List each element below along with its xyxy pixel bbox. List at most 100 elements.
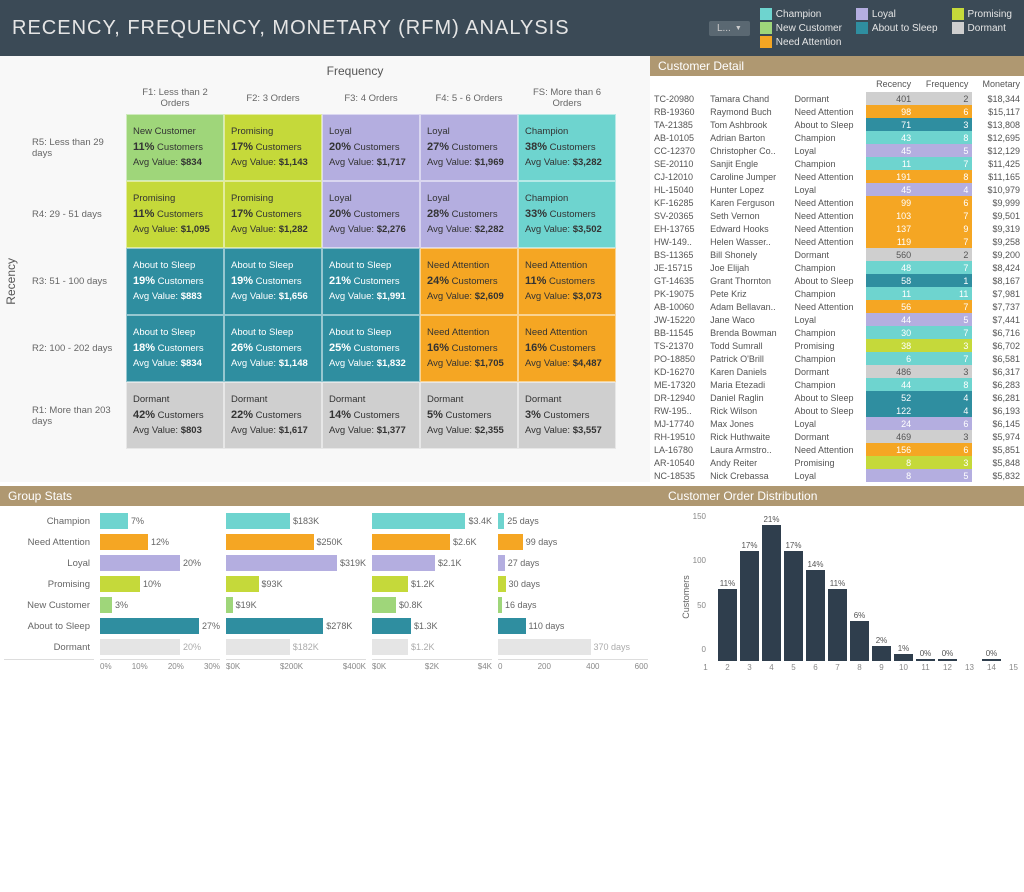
matrix-cell[interactable]: Loyal27% CustomersAvg Value: $1,969 (420, 114, 518, 181)
matrix-cell[interactable]: Champion38% CustomersAvg Value: $3,282 (518, 114, 616, 181)
table-row[interactable]: CC-12370Christopher Co..Loyal455$12,129 (650, 144, 1024, 157)
segment-legend: Champion Loyal Promising New Customer About … (760, 8, 1012, 48)
group-stats-panel: Group Stats Champion 7% $183K $3.4K 25 d… (0, 486, 660, 678)
matrix-cell[interactable]: About to Sleep19% CustomersAvg Value: $8… (126, 248, 224, 315)
group-stats-title: Group Stats (0, 486, 660, 506)
rfm-matrix: F1: Less than 2 OrdersF2: 3 OrdersF3: 4 … (4, 82, 646, 449)
legend-item[interactable]: Champion (760, 8, 842, 20)
table-row[interactable]: TC-20980Tamara ChandDormant4012$18,344 (650, 92, 1024, 105)
table-row[interactable]: AR-10540Andy ReiterPromising83$5,848 (650, 456, 1024, 469)
table-row[interactable]: SE-20110Sanjit EngleChampion117$11,425 (650, 157, 1024, 170)
matrix-cell[interactable]: Dormant5% CustomersAvg Value: $2,355 (420, 382, 518, 449)
table-row[interactable]: PO-18850Patrick O'BrillChampion67$6,581 (650, 352, 1024, 365)
histogram-bar[interactable]: 1%10 (894, 644, 913, 672)
histogram-bar[interactable]: 11%2 (718, 579, 737, 672)
matrix-cell[interactable]: Dormant42% CustomersAvg Value: $803 (126, 382, 224, 449)
matrix-cell[interactable]: Need Attention16% CustomersAvg Value: $1… (420, 315, 518, 382)
table-row[interactable]: TS-21370Todd SumrallPromising383$6,702 (650, 339, 1024, 352)
table-row[interactable]: AB-10105Adrian BartonChampion438$12,695 (650, 131, 1024, 144)
table-row[interactable]: MJ-17740Max JonesLoyal246$6,145 (650, 417, 1024, 430)
filter-dropdown[interactable]: L... (709, 21, 750, 36)
histogram-bar[interactable]: 2%9 (872, 636, 891, 672)
histogram-bar[interactable]: 1 (696, 660, 715, 672)
table-row[interactable]: GT-14635Grant ThorntonAbout to Sleep581$… (650, 274, 1024, 287)
histogram-bar[interactable]: 21%4 (762, 515, 781, 672)
matrix-cell[interactable]: About to Sleep25% CustomersAvg Value: $1… (322, 315, 420, 382)
matrix-cell[interactable]: Champion33% CustomersAvg Value: $3,502 (518, 181, 616, 248)
table-row[interactable]: LA-16780Laura Armstro..Need Attention156… (650, 443, 1024, 456)
matrix-cell[interactable]: About to Sleep18% CustomersAvg Value: $8… (126, 315, 224, 382)
histogram-bar[interactable]: 15 (1004, 660, 1023, 672)
matrix-cell[interactable]: About to Sleep21% CustomersAvg Value: $1… (322, 248, 420, 315)
matrix-cell[interactable]: Dormant22% CustomersAvg Value: $1,617 (224, 382, 322, 449)
legend-item[interactable]: Promising (952, 8, 1012, 20)
matrix-cell[interactable]: Need Attention11% CustomersAvg Value: $3… (518, 248, 616, 315)
order-distribution-histogram: Customers 150100500111%217%321%417%514%6… (668, 512, 1016, 672)
legend-item[interactable]: About to Sleep (856, 22, 938, 34)
matrix-cell[interactable]: About to Sleep26% CustomersAvg Value: $1… (224, 315, 322, 382)
matrix-row-header: R5: Less than 29 days (26, 114, 126, 181)
matrix-cell[interactable]: Loyal28% CustomersAvg Value: $2,282 (420, 181, 518, 248)
matrix-cell[interactable]: Loyal20% CustomersAvg Value: $2,276 (322, 181, 420, 248)
histogram-bar[interactable]: 0%12 (938, 649, 957, 672)
recency-axis-title: Recency (4, 258, 26, 305)
group-stats-row[interactable]: New Customer 3% $19K $0.8K 16 days (4, 596, 656, 614)
table-row[interactable]: KD-16270Karen DanielsDormant4863$6,317 (650, 365, 1024, 378)
histogram-bar[interactable]: 0%11 (916, 649, 935, 672)
histogram-bar[interactable]: 11%7 (828, 579, 847, 672)
table-row[interactable]: TA-21385Tom AshbrookAbout to Sleep713$13… (650, 118, 1024, 131)
matrix-cell[interactable]: Promising11% CustomersAvg Value: $1,095 (126, 181, 224, 248)
matrix-cell[interactable]: Dormant3% CustomersAvg Value: $3,557 (518, 382, 616, 449)
table-row[interactable]: PK-19075Pete KrizChampion1111$7,981 (650, 287, 1024, 300)
matrix-cell[interactable]: Need Attention16% CustomersAvg Value: $4… (518, 315, 616, 382)
legend-item[interactable]: New Customer (760, 22, 842, 34)
table-row[interactable]: HW-149..Helen Wasser..Need Attention1197… (650, 235, 1024, 248)
matrix-cell[interactable]: Need Attention24% CustomersAvg Value: $2… (420, 248, 518, 315)
table-row[interactable]: BB-11545Brenda BowmanChampion307$6,716 (650, 326, 1024, 339)
group-stats-chart: Champion 7% $183K $3.4K 25 days Need Atte… (0, 506, 660, 677)
table-row[interactable]: ME-17320Maria EtezadiChampion448$6,283 (650, 378, 1024, 391)
matrix-col-header: FS: More than 6 Orders (518, 82, 616, 114)
table-row[interactable]: DR-12940Daniel RaglinAbout to Sleep524$6… (650, 391, 1024, 404)
matrix-cell[interactable]: Promising17% CustomersAvg Value: $1,282 (224, 181, 322, 248)
matrix-col-header: F2: 3 Orders (224, 82, 322, 114)
table-row[interactable]: CJ-12010Caroline JumperNeed Attention191… (650, 170, 1024, 183)
table-row[interactable]: JW-15220Jane WacoLoyal445$7,441 (650, 313, 1024, 326)
matrix-col-header: F1: Less than 2 Orders (126, 82, 224, 114)
matrix-cell[interactable]: New Customer11% CustomersAvg Value: $834 (126, 114, 224, 181)
histogram-bar[interactable]: 14%6 (806, 560, 825, 672)
group-stats-row[interactable]: Loyal 20% $319K $2.1K 27 days (4, 554, 656, 572)
legend-item[interactable]: Dormant (952, 22, 1012, 34)
legend-item[interactable]: Loyal (856, 8, 938, 20)
group-stats-row[interactable]: Champion 7% $183K $3.4K 25 days (4, 512, 656, 530)
table-row[interactable]: HL-15040Hunter LopezLoyal454$10,979 (650, 183, 1024, 196)
table-row[interactable]: KF-16285Karen FergusonNeed Attention996$… (650, 196, 1024, 209)
group-stats-row[interactable]: Promising 10% $93K $1.2K 30 days (4, 575, 656, 593)
histogram-title: Customer Order Distribution (660, 486, 1024, 506)
matrix-col-header: F4: 5 - 6 Orders (420, 82, 518, 114)
table-row[interactable]: AB-10060Adam Bellavan..Need Attention567… (650, 300, 1024, 313)
group-stats-row[interactable]: Dormant 20% $182K $1.2K 370 days (4, 638, 656, 656)
table-row[interactable]: JE-15715Joe ElijahChampion487$8,424 (650, 261, 1024, 274)
table-row[interactable]: SV-20365Seth VernonNeed Attention1037$9,… (650, 209, 1024, 222)
table-row[interactable]: RH-19510Rick HuthwaiteDormant4693$5,974 (650, 430, 1024, 443)
histogram-bar[interactable]: 13 (960, 660, 979, 672)
table-row[interactable]: EH-13765Edward HooksNeed Attention1379$9… (650, 222, 1024, 235)
rfm-matrix-panel: Frequency F1: Less than 2 OrdersF2: 3 Or… (0, 56, 650, 482)
table-row[interactable]: NC-18535Nick CrebassaLoyal85$5,832 (650, 469, 1024, 482)
histogram-bar[interactable]: 17%3 (740, 541, 759, 672)
histogram-bar[interactable]: 17%5 (784, 541, 803, 672)
matrix-cell[interactable]: Promising17% CustomersAvg Value: $1,143 (224, 114, 322, 181)
matrix-cell[interactable]: Loyal20% CustomersAvg Value: $1,717 (322, 114, 420, 181)
matrix-cell[interactable]: Dormant14% CustomersAvg Value: $1,377 (322, 382, 420, 449)
histogram-bar[interactable]: 6%8 (850, 611, 869, 672)
legend-item[interactable]: Need Attention (760, 36, 842, 48)
histogram-panel: Customer Order Distribution Customers 15… (660, 486, 1024, 678)
table-row[interactable]: RW-195..Rick WilsonAbout to Sleep1224$6,… (650, 404, 1024, 417)
table-row[interactable]: RB-19360Raymond BuchNeed Attention986$15… (650, 105, 1024, 118)
group-stats-row[interactable]: About to Sleep 27% $278K $1.3K 110 days (4, 617, 656, 635)
table-row[interactable]: BS-11365Bill ShonelyDormant5602$9,200 (650, 248, 1024, 261)
histogram-bar[interactable]: 0%14 (982, 649, 1001, 672)
group-stats-row[interactable]: Need Attention 12% $250K $2.6K 99 days (4, 533, 656, 551)
matrix-cell[interactable]: About to Sleep19% CustomersAvg Value: $1… (224, 248, 322, 315)
